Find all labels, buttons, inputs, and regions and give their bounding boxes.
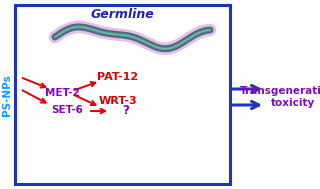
Text: PS-NPs: PS-NPs (2, 74, 12, 116)
Text: ?: ? (123, 104, 129, 116)
Bar (15, 5, 230, 184)
Text: PAT-12: PAT-12 (97, 72, 139, 82)
Text: SET-6: SET-6 (51, 105, 83, 115)
Text: MET-2: MET-2 (44, 88, 79, 98)
Text: Germline: Germline (90, 9, 154, 22)
Text: WRT-3: WRT-3 (99, 96, 137, 106)
Text: Transgenerational
toxicity: Transgenerational toxicity (239, 86, 320, 108)
